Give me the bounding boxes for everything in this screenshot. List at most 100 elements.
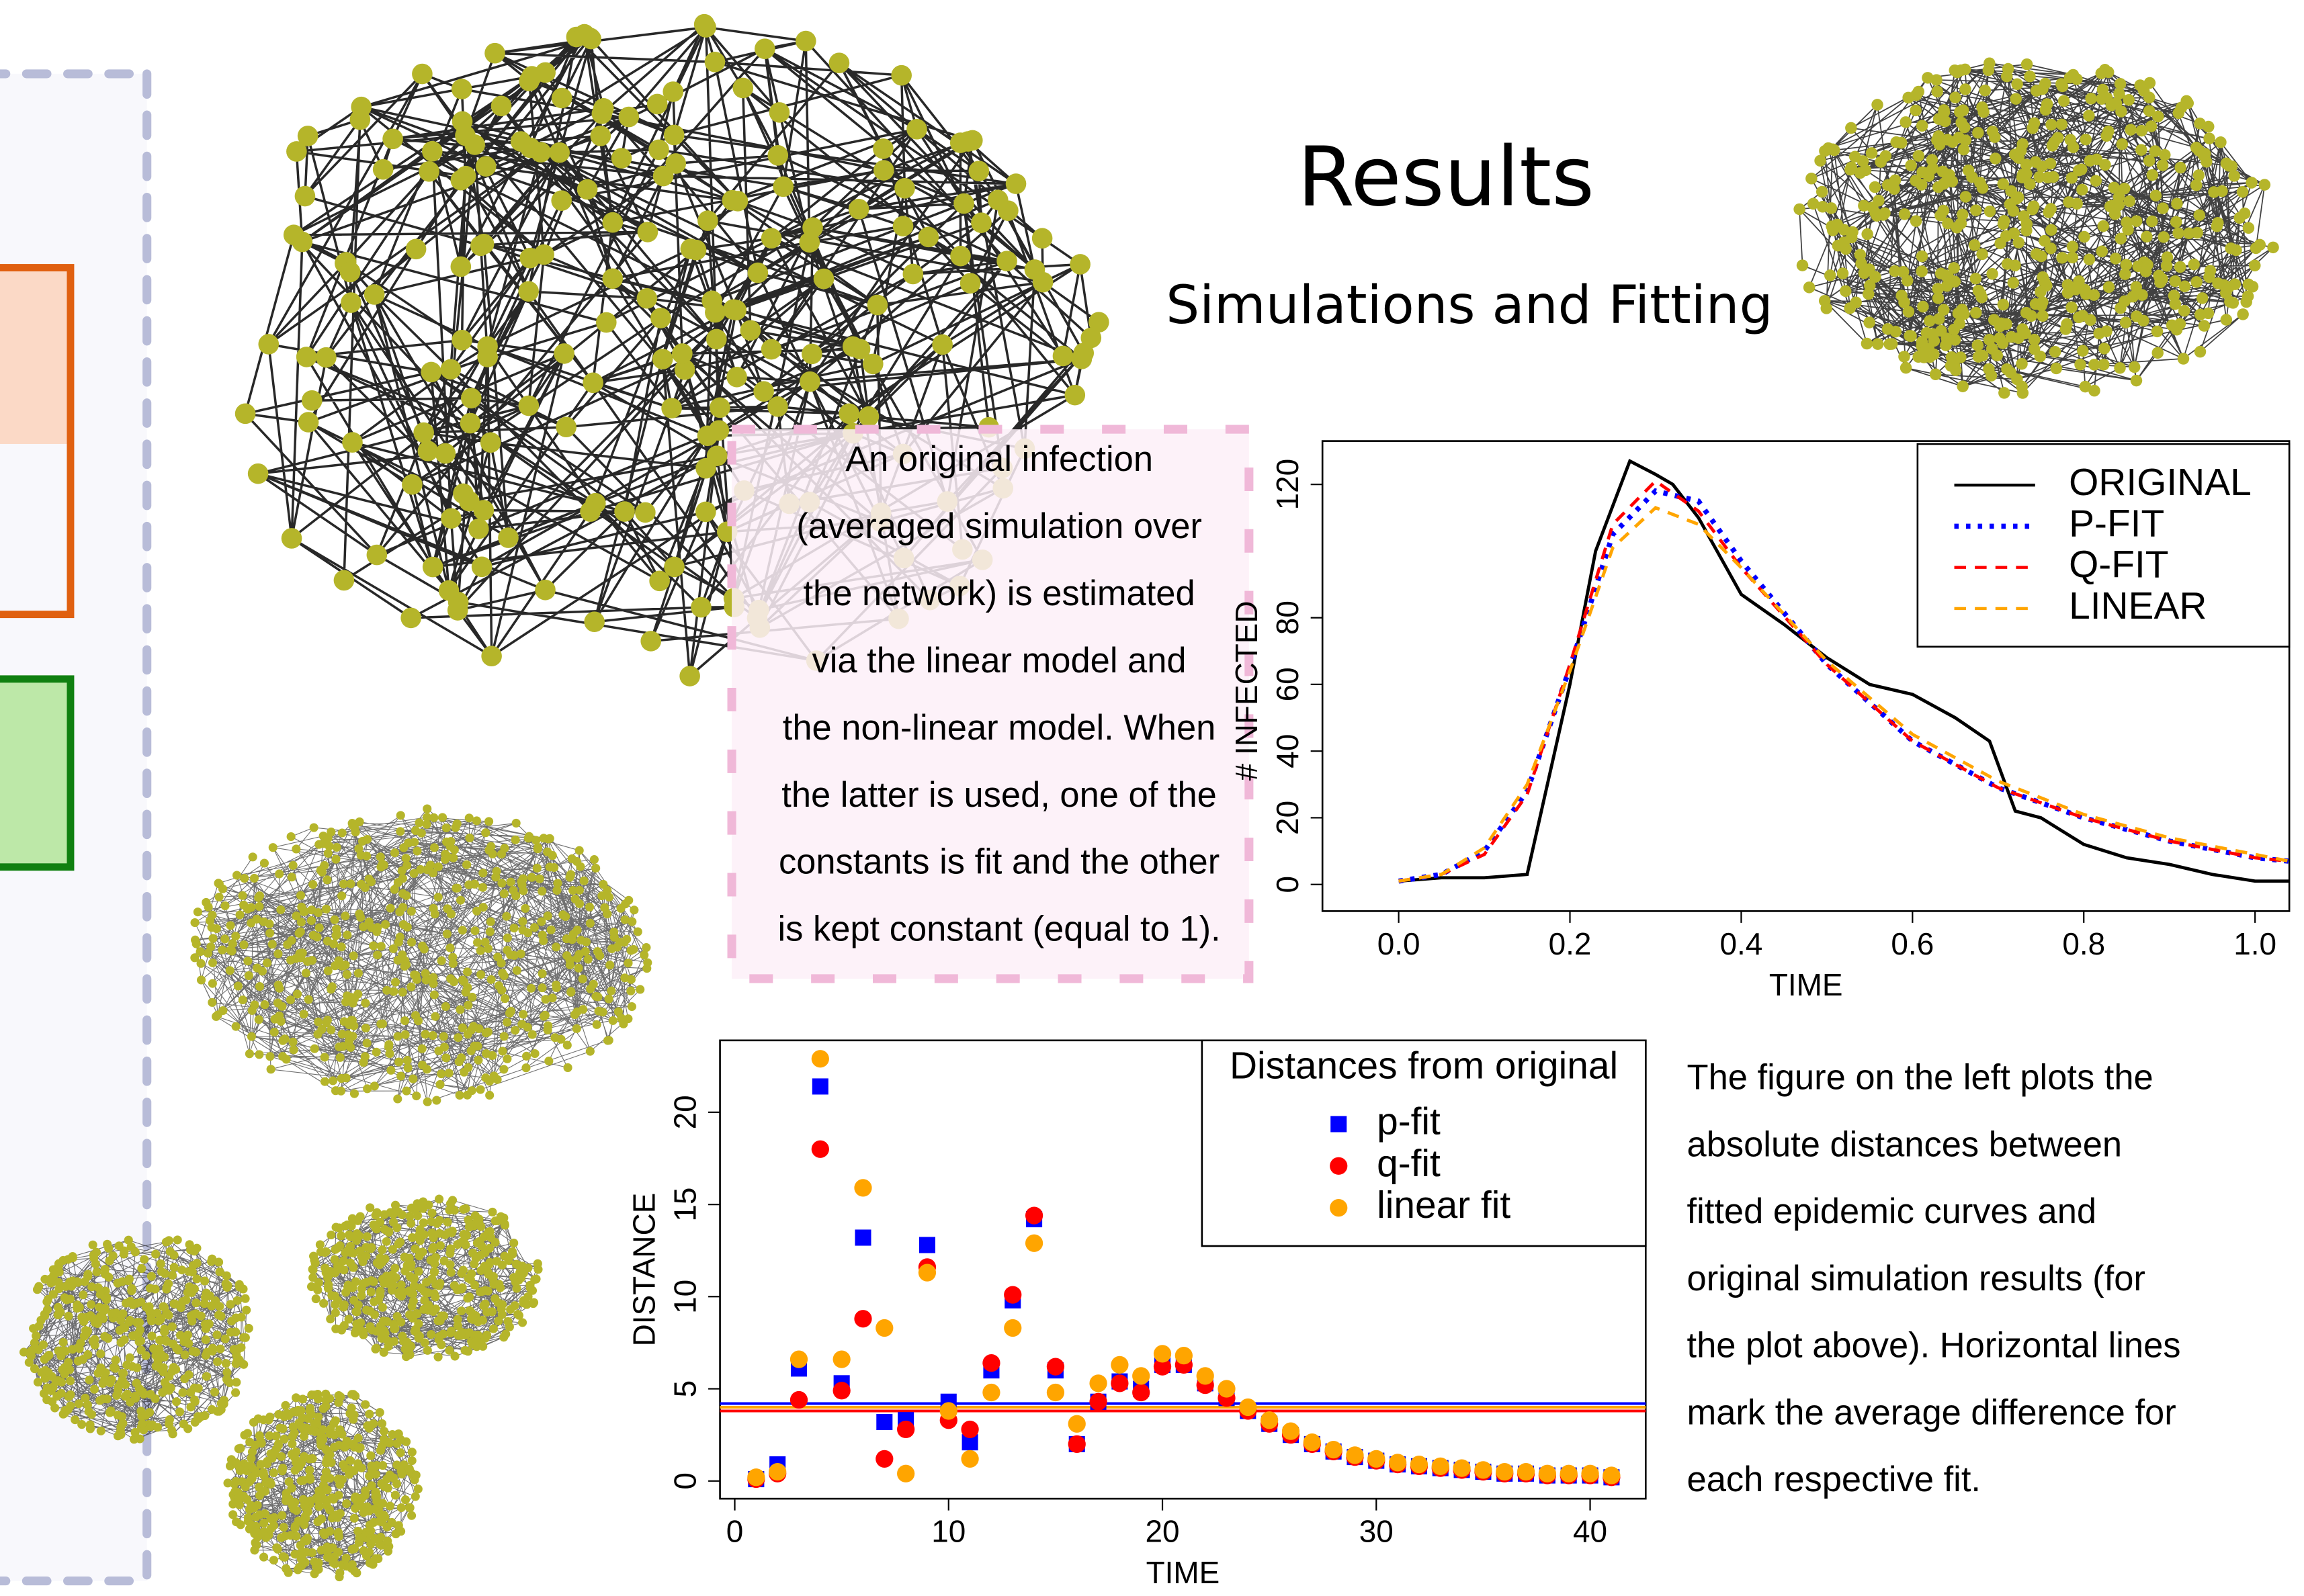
network-node (367, 1462, 376, 1470)
network-node (1972, 339, 1983, 351)
network-node (2045, 158, 2056, 169)
network-node (591, 992, 600, 1001)
network-node (289, 1423, 298, 1431)
network-node (241, 1333, 250, 1342)
network-node (2056, 119, 2067, 130)
network-node (303, 957, 312, 966)
network-node (1916, 251, 1928, 262)
network-node (566, 870, 575, 879)
network-node (345, 1315, 353, 1323)
network-node (593, 1020, 601, 1029)
network-node (584, 611, 605, 632)
point (1175, 1347, 1193, 1364)
network-node (331, 1086, 340, 1095)
network-node (1872, 338, 1883, 349)
network-node (486, 842, 495, 851)
network-node (1913, 150, 1924, 161)
network-node (168, 1271, 177, 1280)
network-node (424, 1300, 433, 1309)
network-node (296, 1406, 305, 1415)
network-node (536, 875, 544, 883)
network-node (382, 1237, 391, 1246)
network-node (319, 1299, 328, 1308)
network-node (494, 1298, 503, 1307)
network-node (1910, 89, 1922, 101)
network-node (337, 1429, 346, 1438)
network-node (234, 1489, 243, 1497)
x-tick-label: 0.4 (1720, 926, 1763, 961)
network-node (2065, 134, 2076, 145)
network-node (2203, 308, 2214, 319)
network-node (650, 308, 671, 328)
network-node (434, 1353, 443, 1362)
network-node (101, 1304, 110, 1313)
x-tick-label: 0 (726, 1514, 744, 1549)
network-node (391, 978, 400, 987)
network-node (332, 1223, 341, 1231)
network-node (453, 884, 462, 893)
network-node (629, 945, 638, 954)
network-node (501, 1329, 510, 1338)
point (1089, 1374, 1107, 1392)
network-node (189, 1347, 198, 1356)
network-node (609, 1016, 617, 1025)
network-node (649, 571, 670, 592)
network-node (498, 1047, 507, 1055)
network-node (118, 1369, 127, 1378)
network-node (151, 1249, 160, 1258)
network-node (500, 1032, 509, 1040)
network-node (297, 918, 306, 926)
network-node (1986, 268, 1998, 279)
network-node (390, 1337, 398, 1345)
network-node (873, 160, 894, 181)
network-node (386, 1066, 395, 1075)
network-node (2085, 93, 2096, 104)
network-node (36, 1316, 45, 1325)
legend-label: q-fit (1377, 1143, 1441, 1185)
network-node (380, 1326, 388, 1335)
network-node (259, 1553, 268, 1562)
network-node (162, 1237, 171, 1246)
y-tick-label: 0 (668, 1472, 703, 1490)
network-node (429, 904, 438, 913)
network-node (125, 1275, 134, 1284)
network-node (2124, 195, 2135, 207)
network-node (427, 1208, 436, 1217)
network-node (2249, 260, 2260, 271)
network-node (373, 159, 394, 180)
network-node (450, 845, 459, 854)
network-node (468, 1311, 477, 1319)
network-node (231, 1388, 240, 1397)
network-node (546, 862, 554, 871)
network-node (29, 1345, 38, 1354)
network-node (372, 1492, 381, 1501)
network-node (384, 1040, 393, 1049)
network-node (462, 1231, 471, 1240)
network-node (418, 1061, 427, 1069)
network-node (255, 982, 264, 991)
network-node (413, 846, 421, 855)
network-node (519, 396, 540, 416)
network-node (216, 1268, 224, 1276)
network-node (298, 1394, 307, 1403)
network-node (334, 570, 355, 591)
network-node (247, 919, 255, 928)
network-node (1805, 173, 1817, 184)
network-node (341, 292, 361, 313)
network-node (377, 942, 386, 950)
point (940, 1402, 957, 1419)
network-node (1916, 120, 1928, 132)
network-node (573, 954, 582, 963)
network-node (284, 224, 304, 245)
network-node (380, 1427, 388, 1435)
network-node (2193, 169, 2205, 181)
network-node (265, 1413, 274, 1421)
network-node (421, 362, 441, 383)
network-node (416, 1225, 425, 1234)
network-node (1976, 101, 1988, 113)
network-node (259, 1519, 268, 1527)
network-node (2024, 178, 2035, 189)
network-node (161, 1378, 169, 1386)
network-node (323, 1016, 332, 1024)
network-node (1070, 254, 1091, 275)
